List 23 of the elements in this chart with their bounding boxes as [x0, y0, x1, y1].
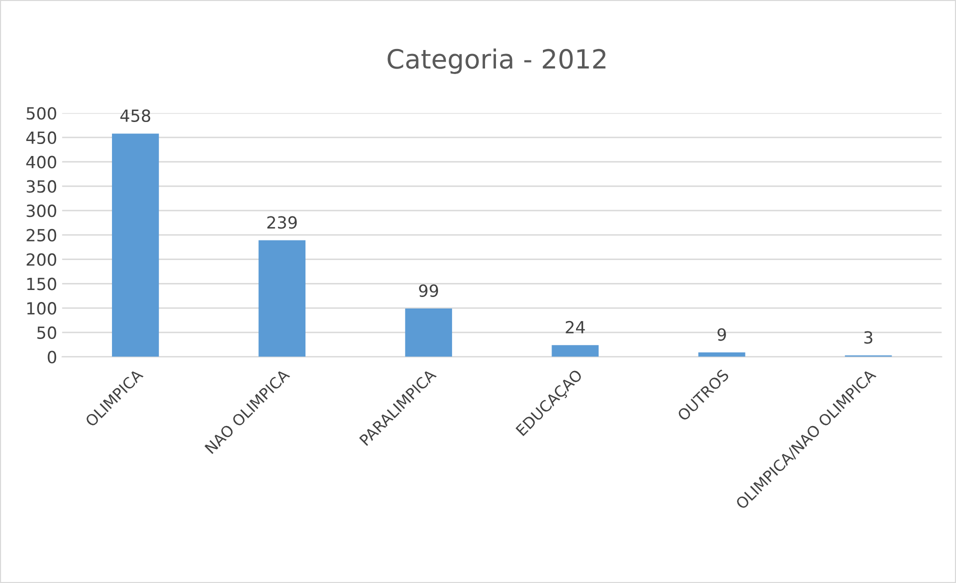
- chart-title: Categoria - 2012: [388, 48, 606, 74]
- y-tick-label: 400: [26, 156, 56, 168]
- y-tick-label: 500: [26, 107, 56, 120]
- data-label: 3: [864, 331, 872, 344]
- bar: [112, 134, 159, 357]
- y-tick-label: 100: [27, 302, 56, 315]
- y-tick-label: 350: [26, 180, 56, 193]
- y-tick-label: 300: [26, 204, 56, 218]
- y-tick-label: 0: [48, 350, 56, 364]
- data-label: 99: [419, 284, 438, 297]
- data-label: 239: [267, 216, 297, 229]
- y-tick-label: 200: [26, 253, 56, 266]
- bar: [552, 345, 599, 357]
- bar: [405, 308, 452, 357]
- data-label: 458: [120, 109, 150, 122]
- y-tick-label: 450: [26, 131, 56, 144]
- bar: [698, 352, 746, 357]
- data-label: 9: [718, 328, 726, 341]
- y-tick-label: 150: [27, 278, 56, 290]
- y-tick-label: 50: [37, 326, 56, 339]
- bar: [258, 240, 306, 357]
- y-tick-label: 250: [26, 228, 56, 242]
- data-label: 24: [566, 320, 585, 334]
